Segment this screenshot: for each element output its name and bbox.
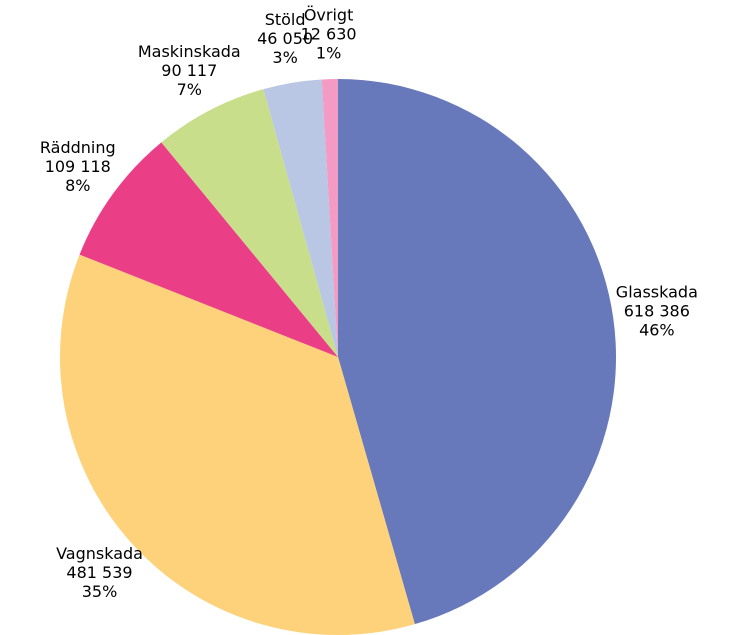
pie-slice (79, 142, 338, 357)
pie-slice (321, 79, 338, 357)
slice-label: 46% (639, 321, 675, 340)
slice-label: 618 386 (624, 302, 690, 321)
pie-slice (263, 79, 338, 357)
slice-label: 12 630 (301, 25, 357, 44)
slice-label: 109 118 (45, 157, 111, 176)
slice-label: 46 050 (257, 29, 313, 48)
pie-slice (161, 89, 338, 358)
slice-label: 481 539 (66, 563, 132, 582)
slice-label: Maskinskada (138, 42, 241, 61)
slice-label: 90 117 (161, 61, 217, 80)
pie-slice (338, 79, 616, 625)
slice-label: Övrigt (304, 6, 354, 25)
pie-slice (60, 254, 415, 635)
slice-label: Stöld (265, 10, 306, 29)
slice-label: 7% (177, 80, 202, 99)
slice-label: Räddning (40, 138, 116, 157)
slice-label: 1% (316, 44, 341, 63)
slice-label: Glasskada (616, 283, 698, 302)
slice-label: 3% (272, 48, 297, 67)
slice-label: 35% (82, 582, 118, 601)
slice-label: 8% (65, 176, 90, 195)
slice-label: Vagnskada (56, 544, 143, 563)
